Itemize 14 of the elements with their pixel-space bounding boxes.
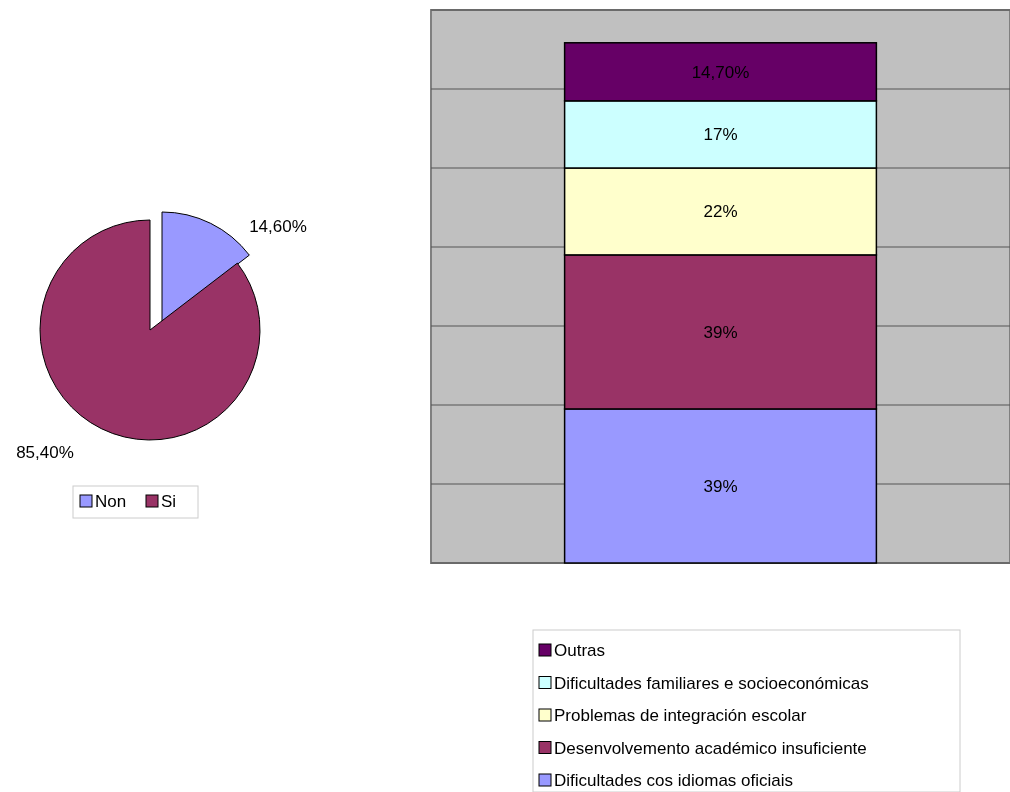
legend-label: Outras	[554, 641, 606, 660]
legend-label: Dificultades cos idiomas oficiais	[554, 771, 794, 790]
data-label: 39%	[703, 476, 738, 496]
legend-label: Desenvolvemento académico insuficiente	[554, 738, 867, 758]
data-label: 85,40%	[16, 443, 74, 462]
legend-label: Non	[95, 492, 127, 511]
data-label: 22%	[703, 202, 738, 222]
legend-label: Dificultades familiares e socioeconómicas	[554, 673, 869, 693]
data-label: 14,70%	[691, 62, 750, 82]
legend-label: Si	[161, 492, 177, 511]
legend-label: Problemas de integración escolar	[554, 706, 807, 725]
data-label: 14,60%	[249, 217, 307, 236]
data-label: 17%	[703, 125, 738, 145]
data-label: 39%	[703, 322, 738, 342]
